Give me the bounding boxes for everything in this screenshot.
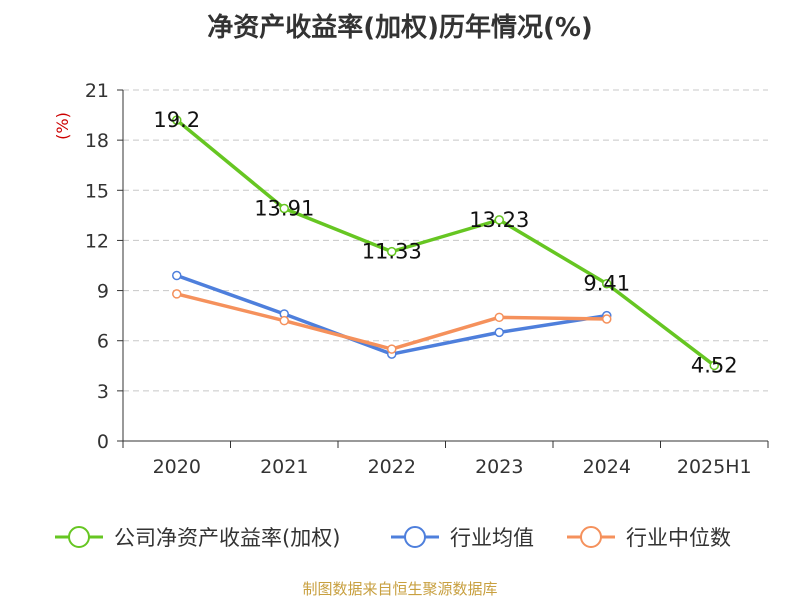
data-label: 13.91 (254, 197, 314, 221)
x-tick-label: 2020 (153, 456, 201, 478)
data-point (494, 312, 504, 323)
y-tick-label: 0 (97, 431, 109, 453)
source-note: 制图数据来自恒生聚源数据库 (302, 580, 497, 598)
legend-marker-circle (580, 526, 602, 548)
data-point (602, 314, 612, 324)
series-line-0 (175, 118, 716, 367)
data-label: 4.52 (691, 353, 738, 377)
chart-title: 净资产收益率(加权)历年情况(%) (207, 12, 593, 43)
legend-marker-circle (404, 526, 426, 548)
x-tick-label: 2024 (583, 456, 631, 478)
data-point (602, 278, 612, 289)
y-tick-label: 18 (85, 130, 109, 152)
x-tick-label: 2021 (260, 456, 308, 478)
data-point (494, 327, 504, 338)
data-point (494, 215, 504, 225)
axes (117, 89, 769, 448)
data-point (387, 246, 397, 257)
data-point (172, 115, 182, 125)
data-label: 19.2 (153, 108, 200, 132)
x-tick-label: 2022 (368, 456, 416, 478)
data-label: 11.33 (362, 240, 422, 264)
data-point (172, 270, 182, 281)
data-point (387, 344, 397, 354)
x-tick-labels: 2020 2021 2022 2023 2024 2025H1 (153, 456, 752, 478)
data-labels: 19.2 13.91 11.33 13.23 9.41 4.52 (153, 108, 737, 377)
data-label: 9.41 (583, 272, 630, 296)
series-line-2 (176, 292, 607, 351)
x-tick-label: 2023 (475, 456, 523, 478)
y-tick-label: 21 (85, 80, 109, 102)
x-tick-label: 2025H1 (677, 456, 752, 478)
y-tick-label: 3 (97, 381, 109, 403)
y-tick-labels: 0 3 6 9 12 15 18 21 (85, 80, 109, 453)
y-tick-label: 15 (85, 180, 109, 202)
series-line-1 (176, 273, 608, 356)
data-point (172, 289, 182, 299)
legend-marker-circle (68, 526, 90, 548)
grid-lines (123, 89, 768, 392)
legend-label: 公司净资产收益率(加权) (114, 526, 340, 550)
y-tick-label: 12 (85, 230, 109, 252)
data-point (709, 360, 719, 371)
legend-label: 行业中位数 (626, 526, 731, 550)
data-point (279, 203, 289, 214)
data-point (279, 315, 289, 326)
y-axis-label: (%) (53, 112, 72, 140)
y-tick-label: 9 (97, 281, 109, 303)
legend-label: 行业均值 (450, 526, 534, 550)
legend: 公司净资产收益率(加权) 行业均值 行业中位数 (55, 526, 731, 550)
data-label: 13.23 (469, 208, 529, 232)
y-tick-label: 6 (97, 331, 109, 353)
series-group (172, 115, 719, 371)
